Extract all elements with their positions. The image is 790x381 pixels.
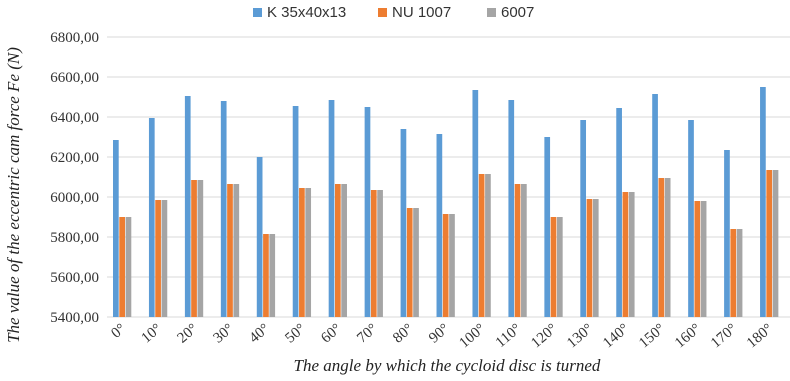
- bar-1-11: [514, 184, 521, 317]
- bar-1-17: [730, 229, 737, 317]
- bar-0-3: [220, 101, 227, 317]
- bar-1-10: [478, 174, 485, 317]
- bar-2-2: [197, 180, 204, 317]
- legend-label-0: K 35x40x13: [267, 4, 346, 21]
- x-tick-label: 180°: [744, 321, 776, 352]
- bar-0-7: [364, 107, 371, 317]
- bar-0-15: [652, 94, 658, 317]
- bar-2-7: [377, 190, 383, 317]
- bar-1-2: [191, 180, 197, 317]
- bar-2-3: [233, 184, 240, 317]
- bar-1-4: [263, 234, 269, 317]
- y-tick-label: 5800,00: [50, 230, 99, 246]
- x-axis-ticks: 0° 10° 20° 30° 40° 50° 60° 70° 80° 90° 100° 110° 120…: [108, 321, 776, 352]
- bar-2-16: [700, 201, 707, 317]
- x-tick-label: 110°: [493, 321, 525, 351]
- bar-0-2: [184, 96, 191, 317]
- x-tick-label: 170°: [708, 321, 740, 352]
- bars: [113, 87, 779, 317]
- x-tick-label: 0°: [108, 321, 129, 342]
- bar-0-12: [544, 137, 551, 317]
- x-tick-label: 50°: [282, 321, 308, 347]
- y-tick-label: 5600,00: [50, 270, 99, 286]
- bar-2-8: [413, 208, 419, 317]
- bar-1-0: [119, 217, 125, 317]
- bar-2-18: [772, 170, 779, 317]
- x-tick-label: 60°: [318, 321, 344, 347]
- y-tick-label: 5400,00: [50, 310, 99, 326]
- bar-0-16: [688, 120, 694, 317]
- legend-label-1: NU 1007: [392, 4, 451, 21]
- bar-2-15: [664, 178, 671, 317]
- bar-1-8: [406, 208, 413, 317]
- bar-2-4: [269, 234, 276, 317]
- bar-1-14: [622, 192, 629, 317]
- legend-swatch-0: [253, 8, 262, 17]
- x-tick-label: 80°: [390, 321, 416, 347]
- bar-0-13: [580, 120, 587, 317]
- bar-2-9: [449, 214, 455, 317]
- x-tick-label: 100°: [456, 321, 488, 352]
- bar-1-9: [442, 214, 449, 317]
- x-tick-label: 10°: [139, 321, 165, 347]
- x-tick-label: 40°: [246, 321, 272, 347]
- bar-0-10: [472, 90, 479, 317]
- x-tick-label: 130°: [564, 321, 596, 352]
- legend: K 35x40x13 NU 1007 6007: [253, 4, 534, 21]
- y-tick-label: 6600,00: [50, 70, 99, 86]
- x-axis-label: The angle by which the cycloid disc is t…: [294, 356, 601, 375]
- bar-0-17: [724, 150, 730, 317]
- bar-1-12: [550, 217, 557, 317]
- y-tick-label: 6000,00: [50, 190, 99, 206]
- bar-0-0: [113, 140, 119, 317]
- bar-2-17: [736, 229, 743, 317]
- bar-2-1: [161, 200, 168, 317]
- x-tick-label: 160°: [672, 321, 704, 352]
- bar-1-13: [586, 199, 593, 317]
- bar-2-0: [125, 217, 132, 317]
- x-tick-label: 140°: [600, 321, 632, 352]
- bar-0-4: [256, 157, 263, 317]
- x-tick-label: 120°: [528, 321, 560, 352]
- y-axis-label: The value of the eccentric cam force Fe …: [4, 47, 23, 343]
- legend-label-2: 6007: [501, 4, 534, 21]
- bar-2-12: [556, 217, 563, 317]
- y-tick-label: 6400,00: [50, 110, 99, 126]
- bar-0-5: [292, 106, 299, 317]
- bar-1-3: [227, 184, 233, 317]
- bar-1-5: [299, 188, 305, 317]
- bar-2-14: [628, 192, 635, 317]
- bar-2-11: [521, 184, 527, 317]
- bar-0-1: [148, 118, 155, 317]
- y-axis-ticks: 5400,00 5600,00 5800,00 6000,00 6200,00 6400,…: [50, 30, 99, 326]
- bar-1-6: [334, 184, 341, 317]
- bar-2-6: [341, 184, 347, 317]
- bar-0-14: [616, 108, 622, 317]
- bar-0-18: [760, 87, 766, 317]
- bar-2-13: [592, 199, 599, 317]
- x-tick-label: 30°: [210, 321, 236, 347]
- bar-2-10: [485, 174, 491, 317]
- bar-1-16: [694, 201, 701, 317]
- x-tick-label: 70°: [354, 321, 380, 347]
- y-tick-label: 6800,00: [50, 30, 99, 46]
- x-tick-label: 20°: [175, 321, 201, 347]
- bar-0-8: [400, 129, 407, 317]
- bar-0-6: [328, 100, 335, 317]
- bar-1-1: [155, 200, 161, 317]
- legend-swatch-1: [378, 8, 387, 17]
- bar-2-5: [305, 188, 312, 317]
- legend-swatch-2: [487, 8, 496, 17]
- bar-1-7: [370, 190, 377, 317]
- bar-1-18: [766, 170, 773, 317]
- bar-0-11: [508, 100, 515, 317]
- bar-0-9: [436, 134, 443, 317]
- x-tick-label: 90°: [426, 321, 452, 347]
- bar-1-15: [658, 178, 665, 317]
- y-tick-label: 6200,00: [50, 150, 99, 166]
- x-tick-label: 150°: [636, 321, 668, 352]
